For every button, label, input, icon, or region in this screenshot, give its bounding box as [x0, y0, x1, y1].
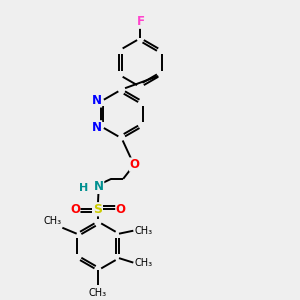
Text: O: O: [70, 203, 80, 216]
Text: S: S: [93, 203, 102, 216]
Text: N: N: [92, 94, 102, 107]
Text: CH₃: CH₃: [89, 288, 107, 298]
Text: CH₃: CH₃: [135, 226, 153, 236]
Text: N: N: [92, 121, 102, 134]
Text: H: H: [79, 183, 88, 194]
Text: CH₃: CH₃: [135, 258, 153, 268]
Text: O: O: [130, 158, 140, 171]
Text: N: N: [94, 180, 104, 194]
Text: F: F: [136, 15, 145, 28]
Text: CH₃: CH₃: [43, 216, 62, 226]
Text: O: O: [116, 203, 126, 216]
